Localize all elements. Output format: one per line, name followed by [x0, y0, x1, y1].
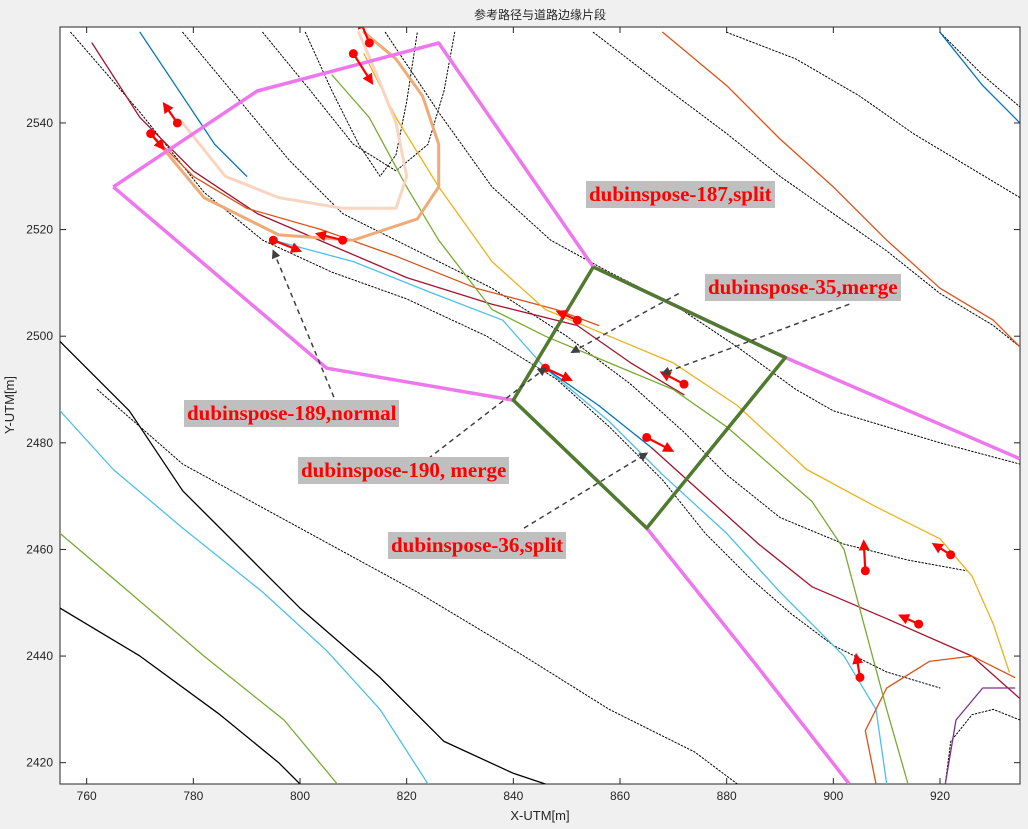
series-line-13 [60, 532, 338, 784]
series-line-22 [939, 31, 1020, 124]
pose-point-12 [914, 619, 924, 629]
pose-point-11 [946, 550, 956, 560]
x-tick-label-4: 840 [503, 789, 523, 803]
x-tick-label-6: 880 [717, 789, 737, 803]
pose-arrow-7 [544, 367, 573, 382]
series-line-24 [363, 53, 1010, 673]
series-line-21 [864, 655, 1016, 784]
pose-arrow-10 [858, 539, 870, 571]
x-axis-label: X-UTM[m] [510, 808, 569, 823]
pose-arrow-0 [352, 53, 374, 85]
y-tick-label-1: 2440 [26, 649, 53, 663]
x-tick-label-3: 820 [397, 789, 417, 803]
series-line-5 [592, 31, 1020, 348]
series-line-3 [304, 31, 418, 177]
pose-point-10 [860, 566, 870, 576]
annotation-label: dubinspose-189,normal [184, 400, 400, 427]
series-line-9 [944, 708, 1020, 784]
chart-title: 参考路径与道路边缘片段 [474, 7, 606, 22]
series-line-26 [149, 30, 441, 242]
y-tick-label-5: 2520 [26, 223, 53, 237]
annotation-label: dubinspose-36,split [388, 532, 567, 559]
x-tick-label-1: 780 [183, 789, 203, 803]
series-line-23 [331, 74, 909, 784]
series-line-20 [662, 31, 1020, 348]
annotation-pointer-2 [271, 249, 339, 406]
series-line-27 [181, 30, 409, 210]
series-line-19 [150, 132, 600, 327]
merge-split-zone-boundary [511, 265, 788, 530]
road-edge-boundary-2 [645, 527, 851, 784]
pose-point-6 [572, 315, 582, 325]
pose-arrow-9 [646, 436, 675, 452]
x-tick-label-5: 860 [610, 789, 630, 803]
y-axis-label: Y-UTM[m] [2, 376, 17, 434]
pose-point-3 [146, 129, 156, 139]
annotation-pointer-0 [570, 292, 680, 354]
road-edge-boundary-0 [112, 41, 1020, 461]
series-line-10 [60, 340, 546, 784]
y-tick-label-2: 2460 [26, 542, 53, 556]
annotation-pointer-1 [660, 303, 850, 376]
series-line-0 [70, 31, 941, 689]
series-line-12 [60, 410, 429, 784]
road-edge-boundary-1 [112, 185, 514, 402]
pose-point-4 [268, 235, 278, 245]
series-line-8 [96, 389, 738, 784]
y-tick-label-3: 2480 [26, 436, 53, 450]
y-tick-label-4: 2500 [26, 329, 53, 343]
pose-point-1 [364, 38, 374, 48]
x-tick-label-8: 920 [930, 789, 950, 803]
series-line-4 [384, 31, 1020, 465]
annotation-label: dubinspose-35,merge [705, 274, 901, 301]
series-line-14 [139, 31, 248, 177]
x-tick-label-2: 800 [290, 789, 310, 803]
pose-point-9 [642, 432, 652, 442]
series-line-17 [91, 42, 685, 396]
annotation-label: dubinspose-187,split [586, 181, 775, 208]
pose-arrow-4 [272, 239, 303, 253]
annotation-pointer-3 [427, 367, 547, 460]
pose-point-5 [338, 235, 348, 245]
pose-point-13 [855, 672, 865, 682]
series-line-15 [272, 239, 888, 784]
pose-point-8 [679, 379, 689, 389]
series-line-1 [182, 31, 968, 572]
annotation-pointer-4 [523, 452, 649, 529]
x-tick-label-0: 760 [77, 789, 97, 803]
y-tick-label-6: 2540 [26, 116, 53, 130]
x-tick-label-7: 900 [823, 789, 843, 803]
series-line-25 [944, 687, 1016, 784]
annotation-label: dubinspose-190, merge [298, 457, 510, 484]
series-line-2 [262, 31, 456, 172]
pose-point-0 [348, 49, 358, 59]
pose-point-2 [172, 118, 182, 128]
y-tick-label-0: 2420 [26, 756, 53, 770]
series-line-7 [939, 31, 1020, 108]
series-line-11 [60, 607, 301, 784]
